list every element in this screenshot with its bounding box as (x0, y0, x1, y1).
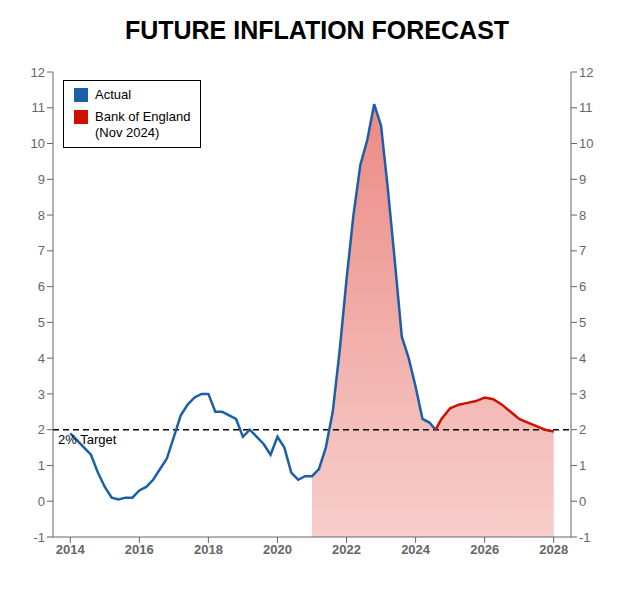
svg-text:2024: 2024 (401, 542, 431, 557)
svg-text:2014: 2014 (56, 542, 86, 557)
svg-text:5: 5 (38, 315, 45, 330)
svg-text:6: 6 (38, 279, 45, 294)
svg-text:1: 1 (38, 458, 45, 473)
html-text:Bank of England (Nov 2024): Bank of England (Nov 2024) (95, 109, 191, 140)
svg-text:12: 12 (579, 65, 593, 80)
svg-text:4: 4 (38, 351, 45, 366)
svg-text:2: 2 (579, 422, 586, 437)
svg-text:9: 9 (38, 172, 45, 187)
svg-text:2016: 2016 (125, 542, 154, 557)
svg-text:-1: -1 (33, 530, 45, 545)
svg-text:2020: 2020 (263, 542, 292, 557)
svg-text:2% Target: 2% Target (58, 432, 117, 447)
html-text:FUTURE INFLATION FORECAST: FUTURE INFLATION FORECAST (124, 16, 510, 44)
svg-text:11: 11 (579, 100, 593, 115)
svg-text:3: 3 (38, 387, 45, 402)
svg-text:7: 7 (38, 243, 45, 258)
svg-text:2026: 2026 (470, 542, 499, 557)
svg-text:0: 0 (579, 494, 586, 509)
svg-text:3: 3 (579, 387, 586, 402)
svg-text:5: 5 (579, 315, 586, 330)
svg-text:8: 8 (38, 208, 45, 223)
svg-text:4: 4 (579, 351, 586, 366)
svg-text:2022: 2022 (332, 542, 361, 557)
svg-text:10: 10 (31, 136, 45, 151)
svg-text:7: 7 (579, 243, 586, 258)
svg-text:11: 11 (32, 100, 46, 115)
svg-text:1: 1 (579, 458, 586, 473)
svg-text:0: 0 (38, 494, 45, 509)
svg-text:12: 12 (31, 65, 45, 80)
svg-text:2: 2 (38, 422, 45, 437)
svg-text:2018: 2018 (194, 542, 223, 557)
html-text:Actual: Actual (95, 87, 132, 102)
svg-text:2028: 2028 (539, 542, 568, 557)
svg-text:-1: -1 (579, 530, 591, 545)
svg-text:9: 9 (579, 172, 586, 187)
svg-text:8: 8 (579, 208, 586, 223)
svg-text:10: 10 (579, 136, 593, 151)
svg-text:6: 6 (579, 279, 586, 294)
